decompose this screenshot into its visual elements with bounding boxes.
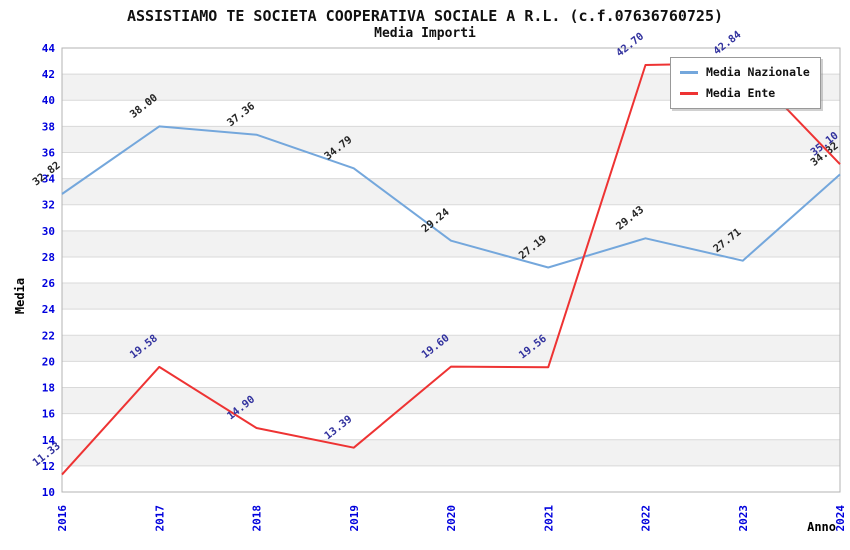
x-axis-tick-label: 2020	[445, 505, 458, 532]
legend-swatch-line	[680, 91, 698, 95]
y-axis-tick-label: 28	[42, 251, 55, 264]
x-axis-tick-label: 2018	[251, 505, 264, 532]
legend-item: Media Nazionale	[680, 65, 810, 79]
plot-band	[62, 152, 840, 179]
plot-band	[62, 413, 840, 440]
plot-band	[62, 439, 840, 466]
y-axis-tick-label: 12	[42, 460, 55, 473]
y-axis-tick-label: 18	[42, 382, 55, 395]
x-axis-tick-label: 2024	[834, 505, 847, 532]
plot-band	[62, 335, 840, 362]
x-axis-tick-label: 2017	[153, 505, 166, 532]
plot-band	[62, 465, 840, 492]
legend-swatch-line	[680, 70, 698, 74]
y-axis-tick-label: 38	[42, 120, 55, 133]
chart-legend: Media Nazionale Media Ente	[670, 57, 821, 109]
chart-title: ASSISTIAMO TE SOCIETA COOPERATIVA SOCIAL…	[126, 7, 724, 25]
y-axis-tick-label: 20	[42, 355, 55, 368]
y-axis-tick-label: 14	[42, 434, 56, 447]
y-axis-tick-label: 22	[42, 329, 55, 342]
x-axis-tick-label: 2019	[348, 505, 361, 532]
y-axis-tick-label: 44	[42, 42, 56, 55]
plot-band	[62, 387, 840, 414]
plot-band	[62, 256, 840, 284]
plot-frame	[61, 47, 841, 493]
x-axis-tick-label: 2022	[640, 505, 653, 532]
y-axis-tick-label: 24	[42, 303, 56, 316]
y-axis-tick-label: 30	[42, 225, 55, 238]
y-axis-tick-label: 10	[42, 486, 55, 499]
x-axis-tick-label: 2023	[737, 505, 750, 532]
y-axis-tick-label: 32	[42, 199, 55, 212]
plot-band	[62, 309, 840, 336]
y-axis-tick-label: 34	[42, 173, 56, 186]
plot-band	[62, 361, 840, 388]
chart-subtitle: Media Importi	[374, 26, 476, 41]
x-axis-tick-label: 2016	[56, 505, 69, 532]
legend-item: Media Ente	[680, 86, 810, 100]
legend-label: Media Ente	[706, 86, 776, 100]
plot-band	[62, 126, 840, 153]
plot-band	[62, 204, 840, 231]
legend-label: Media Nazionale	[706, 65, 810, 79]
series-line-media-nazionale	[61, 125, 841, 269]
y-axis-title: Media	[13, 278, 27, 314]
y-axis-tick-label: 16	[42, 408, 56, 421]
y-axis-tick-label: 36	[42, 146, 56, 159]
x-axis-tick-label: 2021	[542, 505, 555, 532]
y-axis-tick-label: 26	[42, 277, 56, 290]
plot-band	[62, 178, 840, 205]
x-axis-title: Anno	[807, 520, 836, 534]
plot-band	[62, 283, 840, 310]
y-axis-tick-label: 42	[42, 68, 55, 81]
y-axis-tick-label: 40	[42, 94, 55, 107]
